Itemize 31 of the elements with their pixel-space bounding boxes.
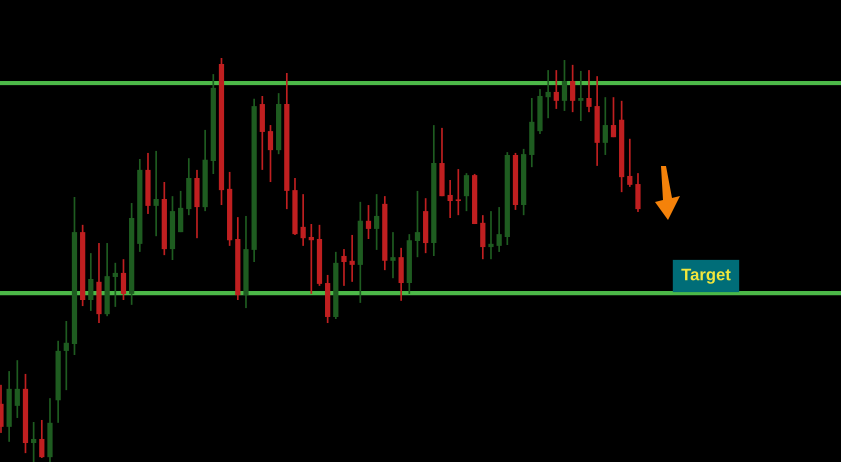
- candlestick: [448, 179, 453, 219]
- candlestick: [610, 96, 616, 138]
- candlestick: [456, 168, 461, 216]
- candlestick: [31, 421, 36, 462]
- candlestick: [88, 252, 94, 312]
- candlestick: [300, 193, 306, 247]
- candlestick: [154, 150, 159, 237]
- candlestick: [627, 138, 632, 188]
- candlestick: [64, 320, 69, 391]
- candlestick: [546, 69, 551, 120]
- candlestick: [366, 204, 372, 240]
- candlestick: [578, 70, 584, 122]
- candlestick: [120, 258, 126, 301]
- text: Target: [681, 268, 731, 284]
- candlestick: [308, 223, 314, 295]
- candlestick: [268, 124, 274, 183]
- candlestick: [14, 359, 20, 419]
- candlestick: [39, 419, 44, 459]
- candlestick: [496, 206, 502, 253]
- candlestick: [602, 96, 608, 156]
- candlestick: [562, 59, 568, 112]
- candlestick: [586, 69, 592, 113]
- candlestick: [554, 69, 559, 110]
- candlestick: [112, 262, 118, 308]
- candlestick: [374, 193, 380, 251]
- candlestick: [570, 64, 576, 113]
- candlestick: [390, 231, 396, 280]
- candlestick: [341, 248, 347, 287]
- candlestick: [464, 172, 470, 212]
- candlestick: [414, 190, 420, 258]
- candlestick: [350, 234, 355, 283]
